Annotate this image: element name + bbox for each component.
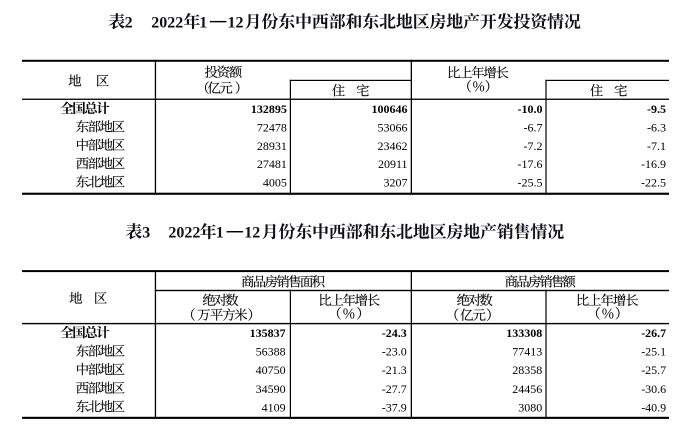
- svg-text:3080: 3080: [518, 400, 542, 414]
- svg-text:4109: 4109: [262, 400, 286, 414]
- svg-text:53066: 53066: [378, 120, 408, 134]
- svg-text:-22.5: -22.5: [641, 176, 666, 190]
- svg-text:-24.3: -24.3: [382, 326, 407, 340]
- svg-text:2022: 2022: [168, 225, 200, 242]
- svg-text:12: 12: [228, 15, 244, 32]
- svg-text:-16.9: -16.9: [641, 157, 666, 171]
- svg-text:133308: 133308: [506, 326, 542, 340]
- svg-text:40750: 40750: [256, 363, 286, 377]
- svg-text:-37.9: -37.9: [382, 400, 407, 414]
- svg-text:-26.7: -26.7: [641, 326, 666, 340]
- svg-text:2: 2: [125, 15, 133, 32]
- svg-text:-23.0: -23.0: [382, 345, 407, 359]
- svg-text:28931: 28931: [257, 139, 287, 153]
- svg-text:20911: 20911: [378, 157, 408, 171]
- svg-text:72478: 72478: [257, 120, 287, 134]
- svg-text:12: 12: [244, 225, 260, 242]
- svg-text:135837: 135837: [250, 326, 286, 340]
- svg-text:-7.1: -7.1: [647, 139, 666, 153]
- svg-text:4005: 4005: [263, 176, 287, 190]
- svg-text:56388: 56388: [256, 345, 286, 359]
- svg-text:-7.2: -7.2: [524, 139, 543, 153]
- svg-text:132895: 132895: [251, 102, 287, 116]
- svg-text:2022: 2022: [151, 15, 183, 32]
- svg-text:27481: 27481: [257, 157, 287, 171]
- svg-text:100646: 100646: [372, 102, 408, 116]
- svg-text:28358: 28358: [512, 363, 542, 377]
- svg-text:77413: 77413: [512, 345, 542, 359]
- svg-text:-25.7: -25.7: [641, 363, 666, 377]
- svg-text:-21.3: -21.3: [382, 363, 407, 377]
- svg-text:34590: 34590: [256, 382, 286, 396]
- svg-text:-25.1: -25.1: [641, 345, 666, 359]
- svg-text:1: 1: [216, 225, 224, 242]
- svg-text:-25.5: -25.5: [518, 176, 543, 190]
- svg-text:3207: 3207: [384, 176, 408, 190]
- svg-text:-30.6: -30.6: [641, 382, 666, 396]
- svg-text:-6.3: -6.3: [647, 120, 666, 134]
- svg-text:-9.5: -9.5: [647, 102, 666, 116]
- svg-text:24456: 24456: [512, 382, 542, 396]
- svg-text:-40.9: -40.9: [641, 400, 666, 414]
- svg-text:3: 3: [142, 225, 150, 242]
- svg-text:-17.6: -17.6: [518, 157, 543, 171]
- svg-text:-27.7: -27.7: [382, 382, 407, 396]
- svg-text:1: 1: [199, 15, 207, 32]
- svg-text:23462: 23462: [378, 139, 408, 153]
- svg-text:-10.0: -10.0: [518, 102, 543, 116]
- svg-text:-6.7: -6.7: [524, 120, 543, 134]
